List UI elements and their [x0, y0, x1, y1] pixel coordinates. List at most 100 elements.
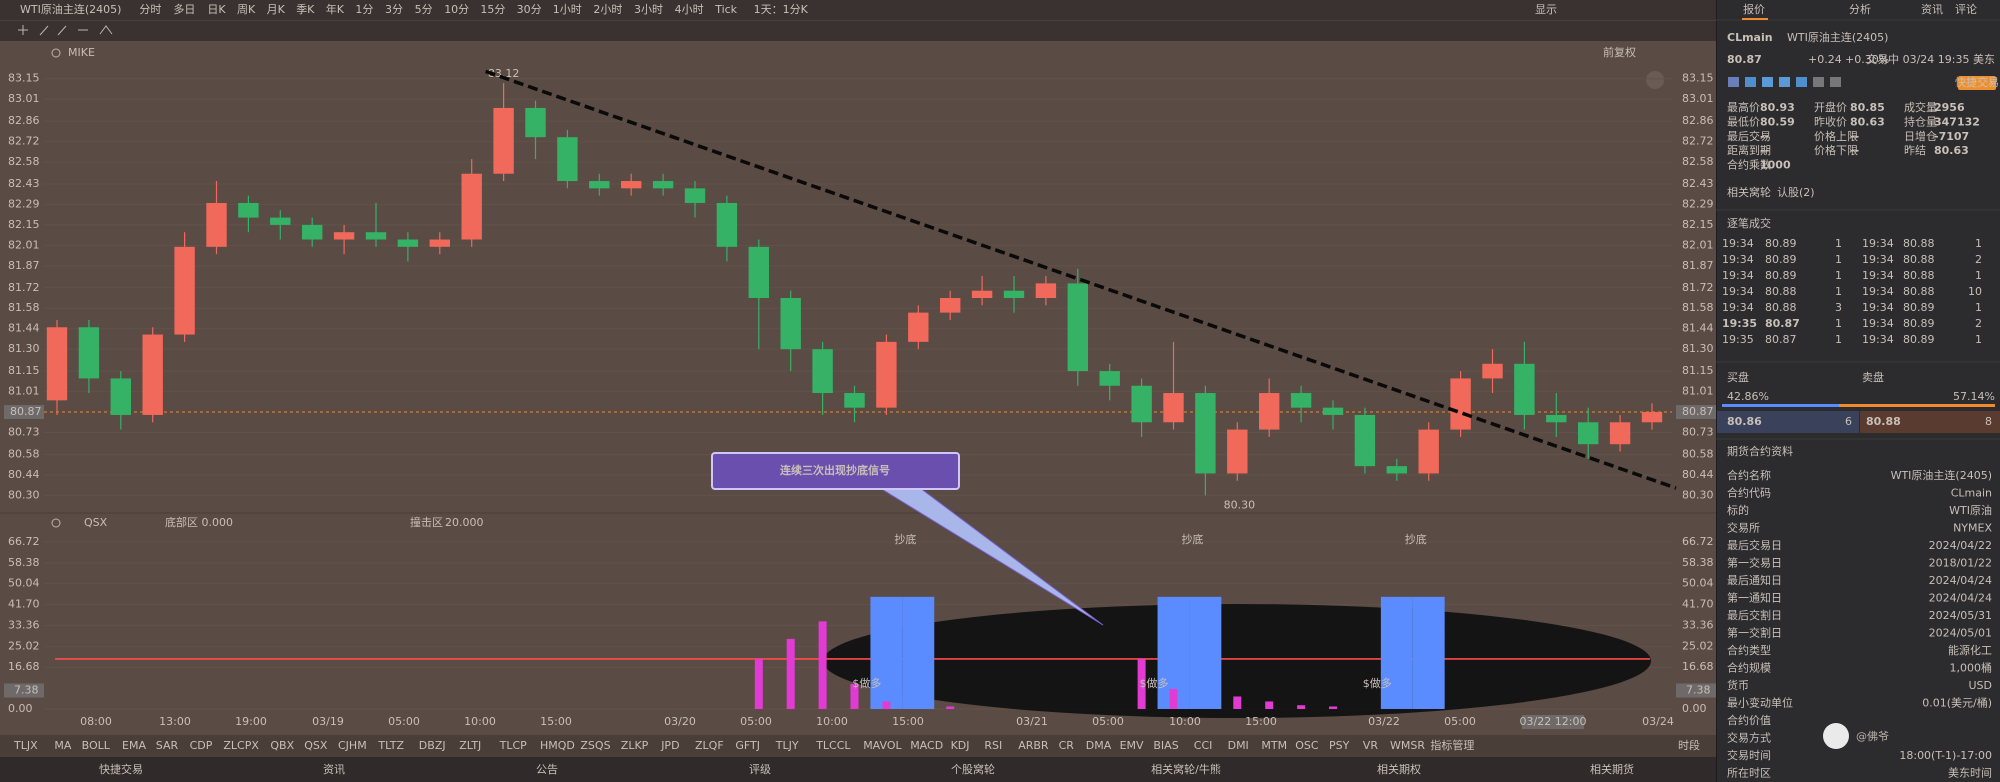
indicator-tab[interactable]: OSC [1295, 739, 1319, 752]
quote-tab[interactable]: 分析 [1849, 2, 1871, 16]
candle-body [397, 239, 419, 247]
warrant-link[interactable]: 认股(2) [1777, 186, 1815, 199]
indicator-tab[interactable]: PSY [1329, 739, 1350, 752]
flag-icon [1762, 77, 1773, 87]
period-tab[interactable]: 2小时 [593, 3, 622, 16]
stat-value: -- [1850, 144, 1859, 157]
footer-tab[interactable]: 公告 [536, 763, 558, 776]
indicator-tab[interactable]: SAR [156, 739, 179, 752]
indicator-tab[interactable]: QSX [304, 739, 328, 752]
period-label[interactable]: 时段 [1678, 738, 1700, 752]
period-tab[interactable]: 周K [237, 3, 256, 16]
change-pct: +0.30% [1845, 53, 1889, 66]
indicator-tab[interactable]: CDP [190, 739, 213, 752]
indicator-tab[interactable]: DMA [1086, 739, 1112, 752]
indicator-tab[interactable]: MA [54, 739, 71, 752]
indicator-tab[interactable]: BOLL [82, 739, 111, 752]
indicator-tab[interactable]: RSI [984, 739, 1002, 752]
indicator-tab[interactable]: VR [1363, 739, 1379, 752]
indicator-tab[interactable]: MTM [1261, 739, 1287, 752]
qsx-bar [1297, 705, 1306, 709]
adjust-mode[interactable]: 前复权 [1603, 45, 1636, 59]
period-tab[interactable]: 季K [296, 3, 315, 16]
indicator-tab[interactable]: ZLCPX [223, 739, 259, 752]
trendline [485, 69, 1677, 490]
indicator-tab[interactable]: TLCCL [815, 739, 851, 752]
threshold-value: 20.000 [445, 516, 484, 529]
indicator-tab[interactable]: CCI [1194, 739, 1213, 752]
indicator-tab[interactable]: WMSR [1390, 739, 1425, 752]
period-tab[interactable]: 15分 [480, 3, 505, 16]
period-tab[interactable]: 月K [267, 3, 286, 16]
indicator-tab[interactable]: TLTZ [377, 739, 404, 752]
footer-tab[interactable]: 资讯 [323, 763, 345, 776]
indicator-tab[interactable]: CJHM [338, 739, 367, 752]
stat-value: 80.63 [1934, 144, 1969, 157]
indicator-tab[interactable]: CR [1059, 739, 1075, 752]
period-tab[interactable]: Tick [714, 3, 737, 16]
footer-tab[interactable]: 相关期权 [1377, 762, 1421, 776]
indicator-tab[interactable]: DMI [1228, 739, 1249, 752]
y-tick-label: 81.58 [8, 301, 40, 314]
last-value-label: 7.38 [1686, 684, 1711, 697]
footer-tab[interactable]: 个股窝轮 [951, 762, 995, 776]
indicator-tab[interactable]: JPD [660, 739, 679, 752]
indicator-tab[interactable]: EMA [122, 739, 146, 752]
indicator-tab[interactable]: TLCP [499, 739, 528, 752]
indicator-tab[interactable]: ZLKP [621, 739, 649, 752]
icon-draw [39, 25, 113, 36]
footer-tab[interactable]: 相关窝轮/牛熊 [1151, 762, 1221, 776]
period-tab[interactable]: 1小时 [553, 3, 582, 16]
indicator-tab[interactable]: KDJ [951, 739, 970, 752]
indicator-tab[interactable]: TLJX [13, 739, 38, 752]
period-tab[interactable]: 3小时 [634, 3, 663, 16]
indicator-tab[interactable]: MAVOL [863, 739, 902, 752]
indicator-tab[interactable]: EMV [1120, 739, 1144, 752]
indicator-tab[interactable]: TLJY [775, 739, 799, 752]
period-tab[interactable]: 3分 [385, 3, 403, 16]
quote-tab[interactable]: 报价 [1743, 2, 1765, 16]
flag-icon [1779, 77, 1790, 87]
period-tab[interactable]: 5分 [415, 3, 433, 16]
indicator-tab[interactable]: ZSQS [580, 739, 610, 752]
indicator-tab[interactable]: ZLQF [695, 739, 724, 752]
code: CLmain [1727, 31, 1773, 44]
indicator-tab[interactable]: ARBR [1018, 739, 1049, 752]
icon-gear [51, 48, 61, 58]
contract-label: 合约类型 [1727, 643, 1771, 657]
period-tab[interactable]: 分时 [139, 3, 161, 16]
candle-body [1195, 393, 1216, 474]
candle-body [365, 232, 387, 240]
quick-trade-btn[interactable] [1958, 76, 1996, 90]
period-tab[interactable]: 4小时 [675, 3, 704, 16]
period-tab[interactable]: 年K [326, 2, 345, 16]
period-tab[interactable]: 日K [207, 3, 226, 16]
footer-tab[interactable]: 相关期货 [1590, 762, 1634, 776]
footer-tab[interactable]: 快捷交易 [99, 762, 143, 776]
y-tick-label: 81.30 [8, 342, 40, 355]
period-tab[interactable]: 10分 [444, 3, 469, 16]
x-tick-label: 10:00 [464, 715, 496, 728]
indicator-tab[interactable]: HMQD [540, 739, 575, 752]
period-tab[interactable]: 1天：1分K [754, 3, 809, 16]
quick-trade[interactable]: 快捷交易 [1955, 75, 1999, 89]
indicator-tab[interactable]: QBX [270, 739, 294, 752]
callout-text: 连续三次出现抄底信号 [780, 463, 890, 477]
indicator-tab[interactable]: ZLTJ [459, 739, 481, 752]
indicator-tab[interactable]: DBZJ [419, 739, 446, 752]
period-tab[interactable]: 1分 [355, 3, 373, 16]
indicator-tab[interactable]: MACD [910, 739, 943, 752]
footer-tab[interactable]: 评级 [749, 763, 771, 776]
period-tab[interactable]: 多日 [173, 2, 195, 16]
trade-time: 19:34 [1862, 285, 1894, 298]
candle-body [493, 107, 514, 174]
indicator-tab[interactable]: BIAS [1153, 739, 1178, 752]
period-tab[interactable]: 30分 [517, 3, 542, 16]
display-menu[interactable]: 显示 [1535, 3, 1557, 16]
indicator-tab[interactable]: GFTJ [735, 739, 760, 752]
quote-tab[interactable]: 评论 [1955, 2, 1977, 16]
indicator-tab[interactable]: 指标管理 [1430, 738, 1474, 752]
indicator-name: MIKE [68, 46, 95, 59]
trade-label: $做多 [852, 676, 881, 690]
quote-tab[interactable]: 资讯 [1921, 3, 1943, 16]
